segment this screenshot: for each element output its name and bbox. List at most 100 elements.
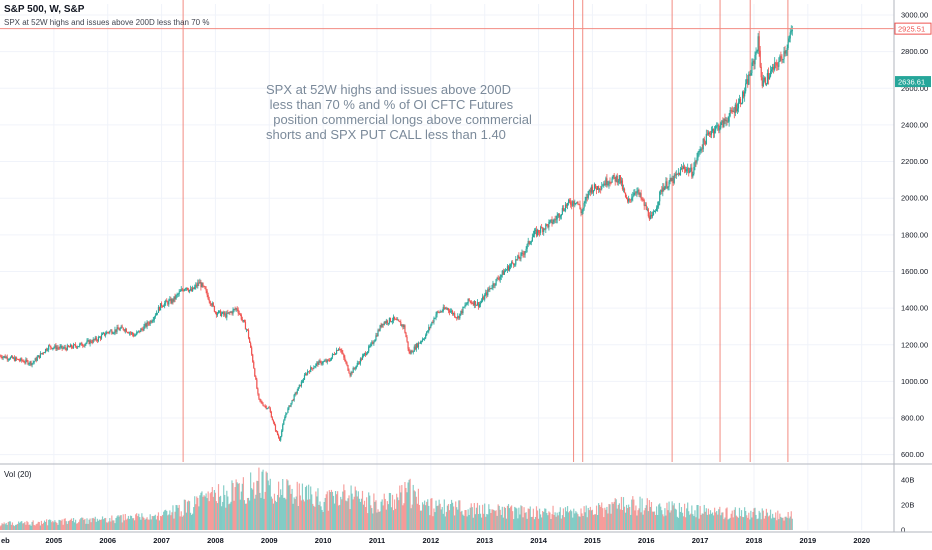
price-candle-body	[266, 408, 268, 410]
volume-bar	[609, 504, 611, 530]
volume-bar	[757, 518, 759, 530]
volume-bar	[534, 516, 537, 530]
price-candle-body	[627, 198, 629, 202]
volume-bar	[574, 513, 576, 530]
price-candle-body	[97, 337, 99, 341]
volume-bar	[87, 523, 89, 530]
price-candle-body	[23, 361, 25, 363]
price-candle-body	[788, 38, 790, 42]
volume-bar	[93, 518, 95, 530]
price-candle-body	[639, 193, 641, 195]
volume-tick-label: 40B	[901, 476, 914, 485]
volume-bar	[763, 518, 765, 530]
volume-bar	[780, 516, 782, 530]
volume-bar	[357, 491, 359, 530]
volume-bar	[611, 502, 613, 530]
price-candle-body	[603, 183, 605, 186]
price-candle-body	[108, 332, 110, 333]
volume-bar	[483, 513, 485, 530]
price-candle-body	[636, 191, 638, 193]
price-candle-body	[20, 358, 22, 361]
volume-bar	[60, 520, 62, 530]
volume-bar	[466, 516, 468, 530]
volume-bar	[512, 511, 514, 530]
price-candle-body	[548, 221, 550, 228]
price-candle-body	[607, 184, 609, 186]
price-candle-body	[352, 367, 354, 373]
price-candle-body	[236, 308, 238, 310]
time-tick-label: 2011	[369, 536, 385, 545]
volume-bar	[165, 509, 167, 530]
time-tick-label: 2008	[207, 536, 224, 545]
volume-bar	[544, 508, 546, 530]
volume-bar	[291, 488, 293, 530]
volume-bar	[755, 514, 757, 530]
price-candle-body	[736, 108, 739, 112]
price-candle-body	[109, 331, 111, 333]
price-candle-body	[312, 368, 314, 370]
volume-bar	[765, 508, 768, 530]
volume-bar	[566, 506, 569, 530]
price-candle-body	[101, 333, 104, 335]
volume-bar	[484, 503, 486, 530]
volume-bar	[433, 508, 435, 530]
volume-bar	[478, 505, 481, 530]
price-candle-body	[288, 405, 290, 409]
volume-bar	[186, 501, 189, 530]
price-candle-body	[33, 361, 35, 363]
volume-bar	[318, 504, 320, 530]
volume-bar	[112, 520, 114, 530]
volume-bar	[579, 516, 581, 530]
volume-bar	[540, 514, 542, 530]
volume-bar	[391, 494, 394, 530]
volume-bar	[91, 518, 93, 530]
volume-bar	[96, 518, 98, 530]
volume-bar	[34, 525, 36, 530]
price-candle-body	[385, 320, 387, 324]
price-candle-body	[172, 299, 174, 302]
price-candle-body	[562, 208, 565, 211]
volume-bar	[109, 518, 111, 530]
volume-bar	[625, 504, 628, 530]
price-candle-body	[652, 211, 655, 216]
price-candle-body	[309, 371, 311, 373]
price-candle-body	[700, 148, 702, 151]
price-candle-body	[628, 198, 630, 202]
price-candle-body	[13, 357, 16, 361]
volume-bar	[327, 510, 329, 530]
price-candle-body	[589, 189, 591, 193]
price-candle-body	[751, 62, 753, 74]
price-candle-body	[658, 201, 660, 206]
price-candle-body	[5, 356, 7, 359]
time-tick-label: 2013	[476, 536, 493, 545]
price-candle-body	[786, 48, 788, 51]
price-candle-body	[217, 310, 220, 314]
volume-bar	[678, 502, 681, 530]
volume-bar	[241, 483, 243, 530]
volume-bar	[142, 516, 144, 530]
price-tick-label: 2400.00	[901, 120, 928, 129]
price-candle-body	[782, 59, 784, 61]
price-candle-body	[7, 359, 9, 361]
volume-bar	[177, 507, 179, 530]
volume-bar	[352, 499, 354, 530]
price-candle-body	[783, 51, 785, 60]
volume-bar	[734, 507, 736, 530]
volume-bar	[197, 498, 199, 530]
price-candle-body	[634, 192, 636, 194]
volume-bar	[7, 521, 9, 530]
volume-bar	[487, 514, 489, 530]
volume-bar	[306, 499, 309, 530]
volume-bar	[349, 509, 351, 530]
volume-bar	[48, 519, 50, 530]
price-candle-body	[320, 361, 322, 365]
price-candle-body	[314, 366, 316, 368]
price-candle-body	[388, 317, 391, 323]
volume-bar	[612, 503, 614, 530]
volume-bar	[332, 495, 335, 530]
price-candle-body	[338, 348, 340, 351]
price-candle-body	[2, 356, 4, 359]
volume-bar	[548, 511, 550, 530]
volume-bar	[104, 518, 106, 530]
